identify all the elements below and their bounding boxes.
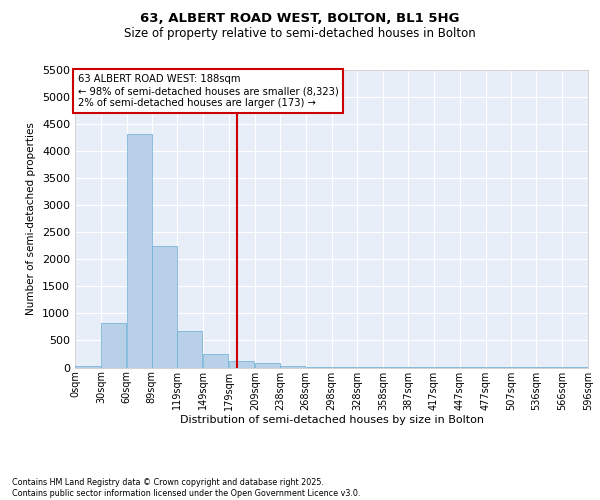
X-axis label: Distribution of semi-detached houses by size in Bolton: Distribution of semi-detached houses by … (179, 415, 484, 425)
Bar (178, 332, 202, 368)
Text: 63, ALBERT ROAD WEST, BOLTON, BL1 5HG: 63, ALBERT ROAD WEST, BOLTON, BL1 5HG (140, 12, 460, 26)
Text: Size of property relative to semi-detached houses in Bolton: Size of property relative to semi-detach… (124, 28, 476, 40)
Bar (229, 361, 254, 368)
Bar (152, 246, 176, 368)
Text: Contains HM Land Registry data © Crown copyright and database right 2025.
Contai: Contains HM Land Registry data © Crown c… (12, 478, 361, 498)
Bar (255, 363, 280, 368)
Bar (101, 323, 126, 368)
Y-axis label: Number of semi-detached properties: Number of semi-detached properties (26, 122, 37, 315)
Bar (203, 354, 228, 368)
Bar (75, 366, 100, 368)
Bar (305, 367, 331, 368)
Text: 63 ALBERT ROAD WEST: 188sqm
← 98% of semi-detached houses are smaller (8,323)
2%: 63 ALBERT ROAD WEST: 188sqm ← 98% of sem… (77, 74, 338, 108)
Bar (280, 366, 305, 368)
Bar (127, 134, 152, 368)
